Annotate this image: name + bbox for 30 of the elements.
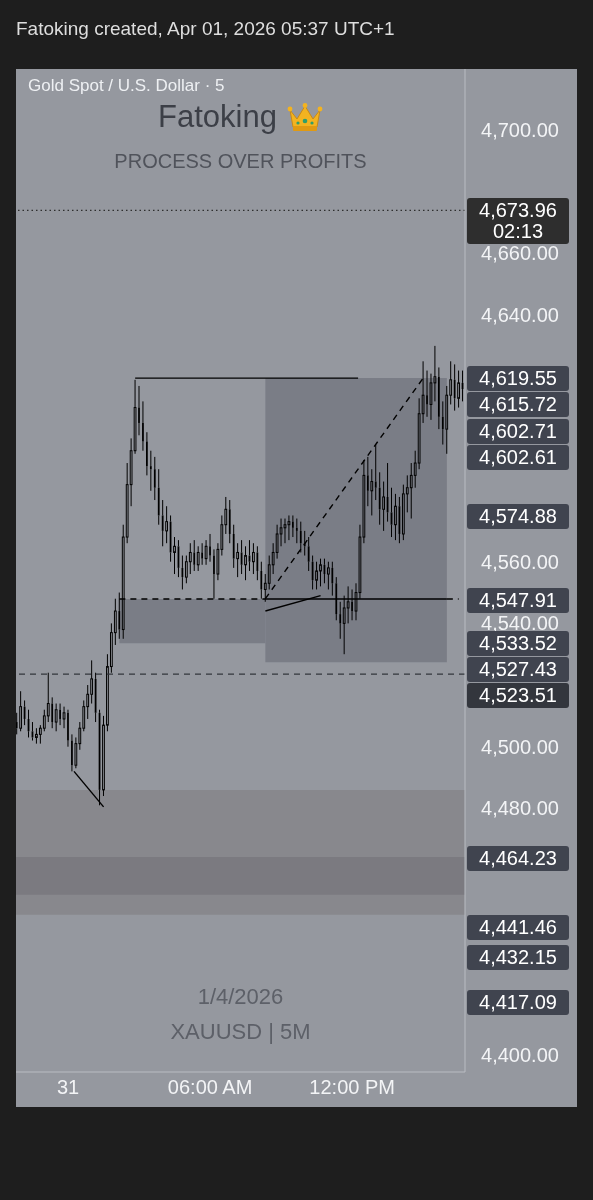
annotation: 1/4/2026 [197,983,284,1011]
text: 4,619.55 [467,365,569,391]
y-tick-label: 4,480.00 [481,797,559,820]
text: 4,432.15 [467,944,569,970]
ref-line-label: 4,523.51 [467,682,569,708]
annotation: XAUUSD | 5M [170,1018,311,1046]
text: Fatoking [158,99,277,135]
y-tick-label: 4,700.00 [481,119,559,142]
text: 4,602.71 [467,418,569,444]
x-tick-label: 12:00 PM [309,1076,395,1098]
text: 4,547.91 [467,587,569,613]
text: 4,615.72 [467,391,569,417]
y-tick-label: 4,400.00 [481,1044,559,1067]
y-tick-label: 4,660.00 [481,242,559,265]
text: 4,417.09 [467,989,569,1015]
y-tick-label: 4,500.00 [481,735,559,758]
text: 4,602.61 [467,444,569,470]
ref-line-label: 4,673.96 02:13 [467,197,569,244]
text: 4,441.46 [467,914,569,940]
x-tick-label: 31 [56,1076,80,1098]
x-tick-label: 06:00 AM [167,1076,253,1098]
annotation: Gold Spot / U.S. Dollar · 5 [28,75,225,97]
text: 4,533.52 [467,630,569,656]
text: PROCESS OVER PROFITS [114,149,367,173]
y-tick-label: 4,640.00 [481,304,559,327]
text: Fatoking created, Apr 01, 2026 05:37 UTC+1 [16,17,396,41]
text: 4,464.23 [467,845,569,871]
y-tick-label: 4,560.00 [481,550,559,573]
text: 4,527.43 [467,656,569,682]
text: 4,574.88 [467,503,569,529]
